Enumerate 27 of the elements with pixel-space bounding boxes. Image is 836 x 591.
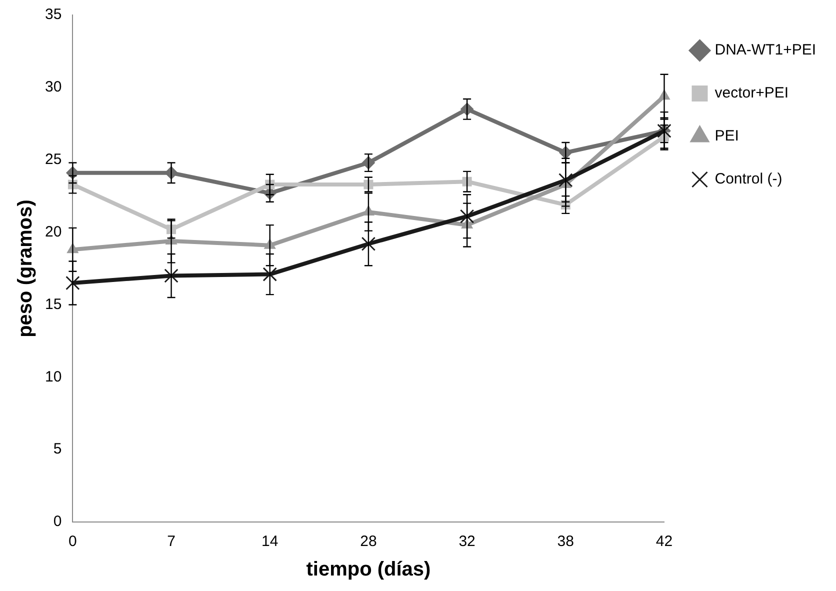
x-tick-label: 0: [68, 533, 77, 550]
x-tick-label: 32: [458, 533, 476, 550]
point: [262, 267, 277, 282]
point: [558, 173, 573, 188]
x-tick-label: 7: [167, 533, 176, 550]
y-tick-label: 5: [53, 440, 62, 458]
y-tick-label: 0: [53, 513, 62, 530]
legend-label: DNA-WT1+PEI: [714, 42, 816, 59]
x-tick-label: 14: [262, 533, 278, 550]
x-tick-label: 28: [360, 533, 377, 550]
y-tick-label: 35: [44, 6, 62, 24]
y-tick-label: 15: [44, 296, 62, 313]
x-tick-label: 42: [656, 533, 673, 550]
point: [361, 236, 376, 251]
point: [164, 268, 178, 283]
y-axis-title: peso (gramos): [14, 200, 37, 338]
legend-label: Control (-): [714, 170, 782, 188]
point: [460, 209, 474, 224]
y-tick-label: 10: [44, 368, 62, 386]
legend-label: PEI: [714, 128, 739, 145]
legend-label: vector+PEI: [714, 84, 789, 102]
x-axis-title: tiempo (días): [306, 558, 431, 581]
y-tick-label: 20: [44, 223, 62, 240]
point: [66, 276, 80, 290]
y-tick-label: 25: [44, 151, 62, 168]
x-tick-label: 38: [557, 533, 574, 550]
y-tick-label: 30: [44, 78, 62, 96]
